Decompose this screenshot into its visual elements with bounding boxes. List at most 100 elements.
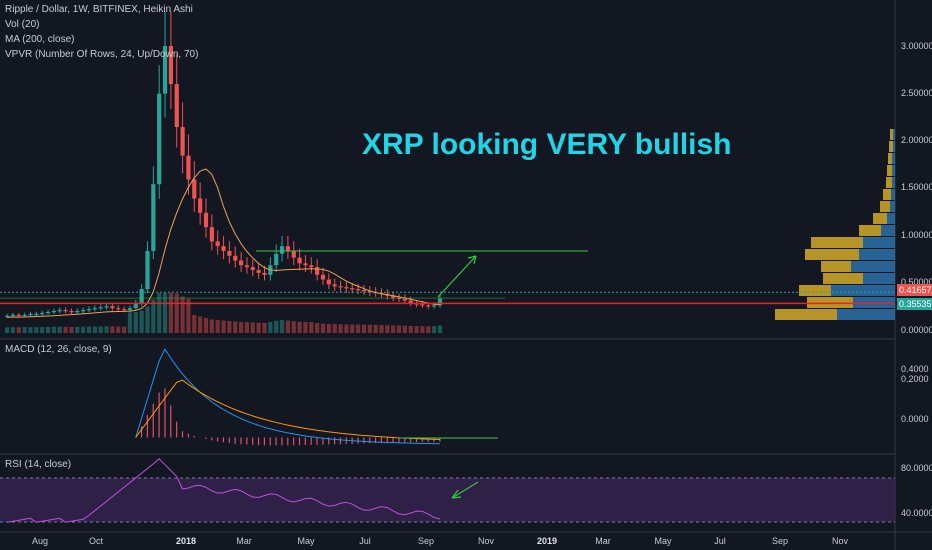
volume-bar bbox=[104, 326, 109, 333]
x-tick: May bbox=[297, 536, 315, 546]
candle-body bbox=[16, 314, 21, 317]
vpvr-up-bar bbox=[892, 165, 895, 176]
candle-body bbox=[297, 257, 302, 264]
volume-bar bbox=[151, 299, 156, 333]
vpvr-down-bar bbox=[889, 141, 893, 152]
candle-body bbox=[192, 179, 197, 199]
price-tick: 3.00000 bbox=[901, 41, 932, 51]
candle-body bbox=[350, 288, 355, 290]
x-tick: 2019 bbox=[536, 536, 558, 546]
rsi-arrow bbox=[451, 481, 479, 499]
vpvr-up-bar bbox=[851, 261, 895, 272]
candle-body bbox=[356, 289, 361, 291]
vpvr-up-bar bbox=[863, 273, 895, 284]
volume-bar bbox=[391, 325, 396, 333]
volume-bar bbox=[221, 320, 226, 333]
vpvr-up-bar bbox=[853, 297, 895, 308]
rsi-band bbox=[0, 478, 895, 522]
candle-body bbox=[168, 46, 173, 85]
volume-bar bbox=[268, 322, 273, 333]
vpvr-legend: VPVR (Number Of Rows, 24, Up/Down, 70) bbox=[5, 49, 199, 60]
volume-bar bbox=[10, 327, 16, 333]
bullish-arrowhead bbox=[467, 255, 477, 265]
volume-bar bbox=[157, 293, 162, 333]
candle-body bbox=[320, 274, 326, 280]
volume-bar bbox=[432, 326, 437, 333]
volume-bar bbox=[262, 323, 267, 333]
candle-body bbox=[157, 93, 162, 185]
volume-bar bbox=[285, 320, 290, 333]
volume-bar bbox=[139, 310, 144, 333]
vpvr-up-bar bbox=[893, 141, 895, 152]
candle-body bbox=[227, 250, 232, 256]
volume-bar bbox=[34, 327, 39, 333]
vpvr-down-bar bbox=[775, 309, 837, 320]
vpvr-up-bar bbox=[892, 153, 895, 164]
candle-body bbox=[151, 184, 156, 251]
volume-bar bbox=[367, 324, 372, 333]
x-tick: Jul bbox=[359, 536, 371, 546]
volume-bar bbox=[408, 326, 413, 333]
candle-body bbox=[256, 270, 261, 273]
volume-bar bbox=[145, 306, 150, 333]
volume-bar bbox=[209, 319, 214, 333]
volume-bar bbox=[28, 327, 33, 333]
candle-body bbox=[98, 307, 103, 309]
candle-body bbox=[57, 310, 62, 312]
candle-body bbox=[75, 311, 80, 313]
vpvr-up-bar bbox=[881, 225, 895, 236]
candle-body bbox=[315, 267, 320, 275]
candle-body bbox=[391, 295, 396, 298]
ma-price-badge: 0.35535 bbox=[897, 298, 932, 310]
price-tick: 1.50000 bbox=[901, 182, 932, 192]
vpvr-down-bar bbox=[805, 249, 859, 260]
candle-body bbox=[361, 290, 367, 292]
candle-body bbox=[110, 306, 115, 309]
volume-bar bbox=[186, 299, 191, 333]
price-tick: 0.00000 bbox=[901, 325, 932, 335]
price-tick: 2.50000 bbox=[901, 88, 932, 98]
vpvr-up-bar bbox=[890, 201, 895, 212]
volume-bar bbox=[402, 325, 407, 333]
candle-body bbox=[338, 286, 343, 288]
candle-body bbox=[139, 289, 144, 304]
candle-body bbox=[402, 298, 407, 301]
volume-bar bbox=[75, 326, 80, 333]
candle-body bbox=[162, 46, 168, 94]
candle-body bbox=[51, 311, 56, 313]
vpvr-down-bar bbox=[807, 297, 853, 308]
volume-bar bbox=[274, 320, 279, 333]
candle-body bbox=[145, 250, 150, 290]
x-tick: Sep bbox=[771, 536, 789, 546]
candle-body bbox=[332, 284, 337, 287]
macd-tick: 0.4000 bbox=[901, 364, 929, 374]
volume-bar bbox=[86, 326, 92, 333]
volume-bar bbox=[180, 296, 185, 333]
candle-body bbox=[326, 279, 331, 285]
candle-body bbox=[92, 308, 97, 310]
volume-bar bbox=[215, 320, 220, 333]
candle-body bbox=[81, 310, 86, 312]
volume-bar bbox=[92, 326, 97, 333]
volume-bar bbox=[396, 325, 402, 333]
macd-tick: 0.0000 bbox=[901, 414, 929, 424]
volume-bar bbox=[116, 326, 121, 333]
candle-body bbox=[203, 212, 209, 228]
x-tick: Jul bbox=[714, 536, 726, 546]
x-tick: Sep bbox=[417, 536, 435, 546]
volume-bar bbox=[379, 325, 384, 333]
volume-bar bbox=[344, 324, 349, 333]
candle-body bbox=[180, 127, 185, 156]
candle-body bbox=[127, 308, 133, 311]
vpvr-down-bar bbox=[886, 177, 892, 188]
volume-bar bbox=[256, 322, 261, 333]
vpvr-down-bar bbox=[799, 285, 831, 296]
volume-bar bbox=[133, 312, 138, 333]
candle-body bbox=[116, 308, 121, 310]
candle-body bbox=[303, 263, 308, 266]
price-tick: 1.00000 bbox=[901, 230, 932, 240]
volume-bar bbox=[320, 323, 326, 333]
candle-body bbox=[69, 311, 74, 313]
vpvr-down-bar bbox=[887, 165, 892, 176]
